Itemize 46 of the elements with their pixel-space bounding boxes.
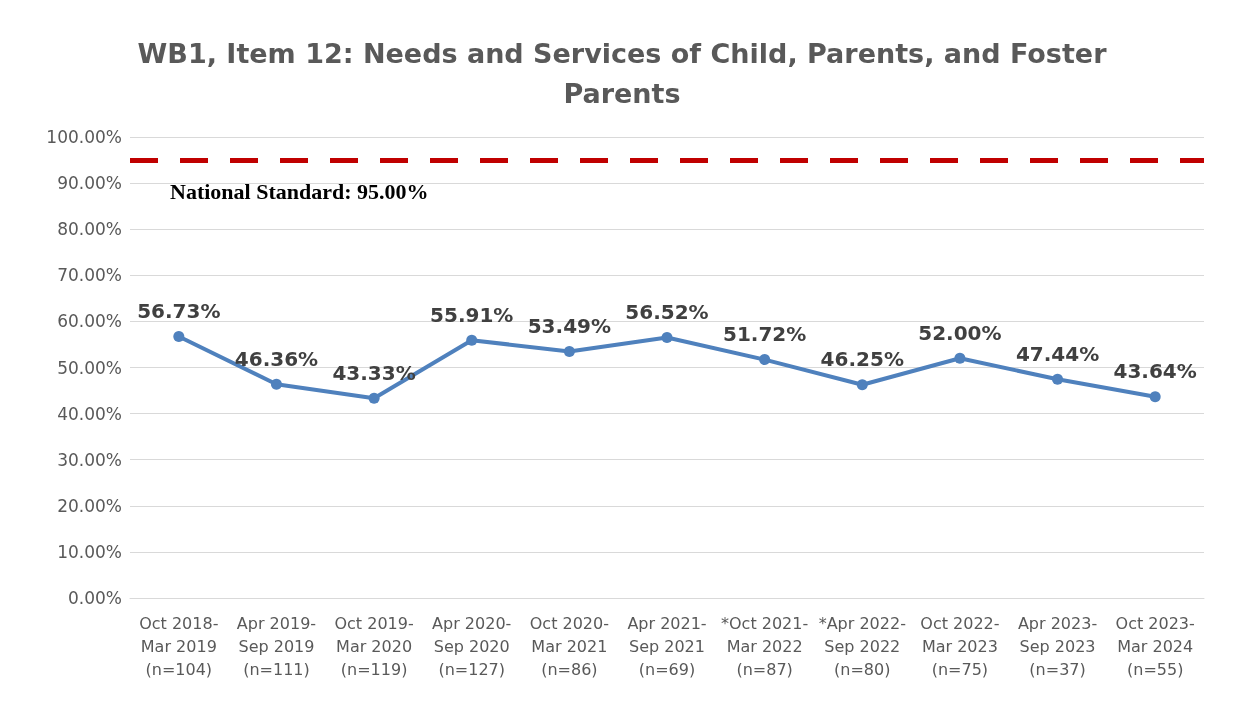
x-tick-label: Oct 2020- Mar 2021 (n=86)	[529, 614, 609, 679]
y-tick-label: 70.00%	[57, 265, 122, 286]
y-tick-label: 0.00%	[67, 588, 122, 608]
y-tick-label: 90.00%	[57, 173, 122, 194]
ref-line-label: National Standard: 95.00%	[170, 178, 429, 204]
y-tick-label: 30.00%	[57, 449, 122, 470]
data-label: 51.72%	[722, 322, 807, 347]
data-label: 43.33%	[332, 360, 416, 385]
y-tick-label: 100.00%	[46, 127, 122, 147]
y-tick-label: 80.00%	[57, 219, 122, 240]
point	[270, 378, 282, 390]
data-label: 56.52%	[625, 299, 709, 324]
data-label: 56.73%	[137, 298, 221, 323]
y-tick-label: 20.00%	[57, 495, 122, 516]
point	[856, 379, 868, 391]
point	[1052, 373, 1064, 385]
x-tick-label: Oct 2019- Mar 2020 (n=119)	[334, 614, 414, 679]
y-tick-label: 40.00%	[57, 403, 122, 424]
x-tick-label: *Oct 2021- Mar 2022 (n=87)	[721, 614, 809, 679]
data-label: 55.91%	[430, 302, 514, 327]
data-label: 46.36%	[234, 346, 319, 371]
data-label: 52.00%	[918, 320, 1002, 345]
x-tick-label: *Apr 2022- Sep 2022 (n=80)	[818, 614, 906, 679]
x-tick-label: Apr 2020- Sep 2020 (n=127)	[432, 614, 512, 679]
x-tick-label: Oct 2018- Mar 2019 (n=104)	[139, 614, 219, 679]
data-label: 46.25%	[820, 347, 904, 372]
x-tick-label: Apr 2023- Sep 2023 (n=37)	[1017, 614, 1098, 679]
y-tick-label: 10.00%	[57, 541, 122, 562]
point	[759, 354, 771, 366]
data-label: 53.49%	[527, 313, 612, 338]
x-tick-label: Apr 2019- Sep 2019 (n=111)	[236, 614, 317, 679]
point	[466, 334, 478, 346]
point	[1149, 391, 1161, 403]
data-label: 43.64%	[1113, 359, 1197, 384]
x-tick-label: Oct 2022- Mar 2023 (n=75)	[920, 614, 1000, 679]
data-label: 47.44%	[1015, 341, 1100, 366]
x-tick-label: Oct 2023- Mar 2024 (n=55)	[1115, 614, 1195, 679]
chart-title: WB1, Item 12: Needs and Services of Child, Parents, and Foster Parents	[137, 37, 1108, 109]
y-tick-label: 50.00%	[57, 357, 122, 378]
x-tick-label: Apr 2021- Sep 2021 (n=69)	[627, 614, 707, 679]
point	[661, 331, 673, 343]
point	[173, 330, 185, 342]
point	[563, 345, 575, 357]
point	[954, 352, 966, 364]
point	[368, 392, 380, 404]
y-tick-label: 60.00%	[57, 311, 122, 332]
